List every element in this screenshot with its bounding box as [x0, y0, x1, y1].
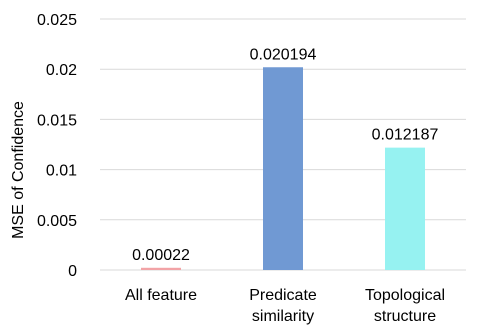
bars	[141, 67, 425, 270]
y-tick-label: 0.01	[46, 163, 77, 180]
data-labels: 0.00022 0.020194 0.012187	[132, 46, 438, 264]
x-axis-categories: All feature Predicate similarity Topologica…	[125, 287, 445, 325]
y-tick-label: 0.005	[37, 213, 77, 230]
bar	[141, 267, 181, 270]
data-label: 0.00022	[132, 247, 190, 264]
bar	[263, 67, 303, 270]
y-tick-label: 0	[68, 263, 77, 280]
x-category-label: All feature	[125, 287, 197, 304]
x-category-label: Topological structure	[365, 287, 445, 325]
bar	[385, 147, 425, 270]
y-tick-label: 0.02	[46, 62, 77, 79]
y-axis-ticks: 0 0.005 0.01 0.015 0.02 0.025	[37, 12, 77, 280]
y-tick-label: 0.025	[37, 12, 77, 29]
y-axis-title: MSE of Confidence	[10, 101, 27, 239]
x-category-label: Predicate similarity	[249, 287, 317, 325]
data-label: 0.012187	[372, 127, 439, 144]
y-tick-label: 0.015	[37, 112, 77, 129]
data-label: 0.020194	[250, 46, 317, 63]
